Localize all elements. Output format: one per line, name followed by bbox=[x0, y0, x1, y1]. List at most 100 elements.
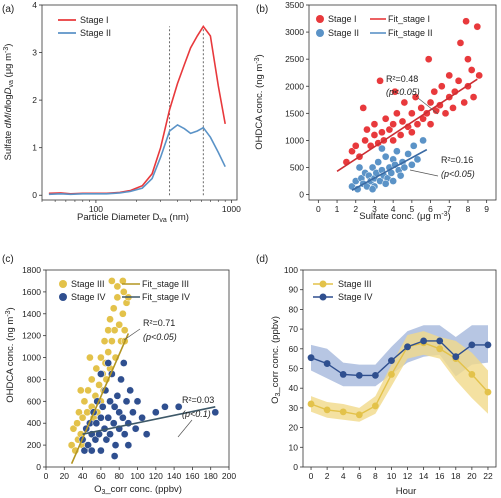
panel-c-point-stage4 bbox=[211, 408, 220, 417]
pc-xtick-label: 100 bbox=[130, 471, 144, 481]
panel-c-point-stage4 bbox=[91, 435, 100, 444]
panel-b-point-stage1 bbox=[400, 98, 409, 107]
panel-b-point-stage1 bbox=[462, 17, 470, 26]
panel-a-plot: 0 1 2 3 4 100 1000 bbox=[32, 0, 241, 214]
pd-xtick-label: 0 bbox=[309, 471, 314, 481]
pb-xtick-label: 7 bbox=[447, 204, 452, 214]
panel-b-legend-stage1-label: Stage I bbox=[328, 14, 357, 24]
panel-c-fit-stage4 bbox=[82, 406, 216, 435]
panel-d-point-stage3 bbox=[323, 406, 331, 414]
panel-d-point-stage3 bbox=[388, 371, 395, 378]
panel-c-ylabel: OHDCA conc. (ng m-3) bbox=[5, 307, 16, 402]
panel-b-xlabel: Sulfate conc. (μg m-3) bbox=[359, 211, 450, 222]
pc-xtick-label: 60 bbox=[96, 471, 106, 481]
panel-b-point-stage2 bbox=[368, 185, 377, 194]
pd-ytick-label: 20 bbox=[289, 423, 299, 433]
panel-b-plot: 0 500 1000 1500 2000 2500 3000 3500 0 1 2 3 4 5 6 7 8 9 bbox=[285, 0, 497, 214]
pb-frame bbox=[308, 4, 497, 201]
panel-c-point-stage3 bbox=[113, 282, 122, 291]
panel-d-point-stage4 bbox=[323, 360, 331, 367]
pa-xtick-label: 1000 bbox=[222, 204, 241, 214]
panel-d-legend-stage4-label: Stage IV bbox=[338, 292, 373, 302]
panel-b-point-stage2 bbox=[378, 144, 386, 153]
panel-b-r2-stage1: R²=0.48 bbox=[386, 74, 418, 84]
panel-c-point-stage4 bbox=[124, 441, 133, 449]
panel-c-point-stage4 bbox=[110, 452, 119, 460]
panel-b-annotations: R²=0.48 (p<0.05) R²=0.16 (p<0.05) bbox=[386, 74, 475, 179]
panel-b-point-stage1 bbox=[381, 114, 390, 123]
pd-xtick-label: 22 bbox=[483, 471, 493, 481]
panel-b-legend-stage1-marker bbox=[316, 15, 324, 23]
pd-xtick-label: 2 bbox=[325, 471, 330, 481]
panel-a-legend-stage1-label: Stage I bbox=[80, 15, 109, 25]
panel-c-point-stage3 bbox=[119, 309, 127, 318]
panel-b-ylabel: OHDCA conc. (ng m-3) bbox=[254, 54, 265, 149]
panel-c-point-stage3 bbox=[108, 277, 116, 285]
panel-b-point-stage1 bbox=[348, 147, 356, 156]
panel-c-point-stage3 bbox=[86, 353, 94, 362]
panel-c-point-stage4 bbox=[102, 435, 111, 444]
panel-b-point-stage1 bbox=[430, 87, 439, 96]
panel-c-point-stage4 bbox=[98, 402, 107, 411]
panel-c-point-stage4 bbox=[174, 402, 183, 411]
pc-xtick-label: 80 bbox=[114, 471, 124, 481]
pd-ytick-label: 30 bbox=[289, 403, 299, 413]
panel-a-label: (a) bbox=[2, 4, 14, 15]
pc-xtick-label: 0 bbox=[44, 471, 49, 481]
panel-c-legend: Stage III Fit_stage III Stage IV Fit_sta… bbox=[59, 279, 190, 302]
pb-ytick-label: 1500 bbox=[285, 108, 304, 118]
pc-ytick-label: 200 bbox=[27, 440, 41, 450]
panel-c-fit-stage3 bbox=[70, 333, 130, 465]
panel-b-legend: Stage I Fit_stage I Stage II Fit_stage I… bbox=[316, 14, 433, 38]
panel-d-point-stage4 bbox=[452, 353, 460, 361]
panel-c-point-stage3 bbox=[76, 386, 85, 395]
panel-d-point-stage3 bbox=[355, 411, 363, 419]
panel-c-point-stage4 bbox=[122, 397, 131, 406]
pc-ytick-label: 1200 bbox=[22, 331, 41, 341]
panel-c-legend-stage3-label: Stage III bbox=[71, 279, 105, 289]
panel-c-point-stage3 bbox=[80, 397, 89, 406]
panel-d-legend-stage4-marker bbox=[319, 293, 327, 301]
panel-c-point-stage4 bbox=[131, 424, 140, 433]
panel-c-legend-fit3-label: Fit_stage III bbox=[142, 279, 189, 289]
panel-c-legend-stage4-marker bbox=[59, 293, 67, 301]
pd-xtick-label: 8 bbox=[373, 471, 378, 481]
panel-b-legend-fit2-label: Fit_stage II bbox=[388, 28, 433, 38]
panel-c-point-stage4 bbox=[115, 408, 124, 417]
pc-ytick-label: 800 bbox=[27, 374, 41, 384]
pc-xtick-label: 40 bbox=[78, 471, 88, 481]
pc-xtick-label: 180 bbox=[204, 471, 218, 481]
panel-b-point-stage1 bbox=[393, 109, 401, 118]
panel-c-point-stage4 bbox=[106, 430, 114, 439]
panel-b-point-stage1 bbox=[408, 128, 416, 137]
panel-b-point-stage1 bbox=[351, 141, 360, 150]
panel-b-point-stage1 bbox=[464, 55, 472, 64]
panel-b-point-stage1 bbox=[454, 76, 463, 85]
panel-a: (a) Particle Diameter Dva (nm) Sulfate d… bbox=[2, 0, 241, 224]
panel-b-point-stage1 bbox=[441, 109, 450, 118]
panel-d-point-stage4 bbox=[388, 357, 395, 365]
panel-d-legend: Stage III Stage IV bbox=[313, 279, 373, 302]
panel-a-legend: Stage I Stage II bbox=[58, 15, 111, 38]
panel-b-point-stage1 bbox=[467, 66, 476, 74]
panel-b-point-stage2 bbox=[404, 150, 412, 158]
pa-xtick-label: 100 bbox=[89, 204, 103, 214]
pc-ytick-label: 1800 bbox=[22, 265, 41, 275]
panel-b-p-stage2: (p<0.05) bbox=[441, 169, 475, 179]
pd-xtick-label: 20 bbox=[467, 471, 477, 481]
panel-b-point-stage1 bbox=[370, 120, 379, 129]
panel-c-xlabel: O3_corr conc. (ppbv) bbox=[94, 484, 182, 496]
pd-ytick-label: 10 bbox=[289, 442, 299, 452]
panel-c-annotation-leader-2 bbox=[177, 419, 193, 438]
pd-ytick-label: 50 bbox=[289, 364, 299, 374]
panel-d-point-stage4 bbox=[355, 371, 363, 379]
panel-b-point-stage1 bbox=[449, 104, 457, 112]
panel-b-point-stage1 bbox=[396, 131, 405, 139]
panel-c-plot: 0 200 400 600 800 1000 1200 1400 1600 1800 0 20 40 60… bbox=[22, 265, 236, 481]
panel-d-label: (d) bbox=[256, 254, 268, 265]
pa-ytick-label: 2 bbox=[32, 95, 37, 105]
pc-xtick-label: 200 bbox=[222, 471, 236, 481]
panel-b-point-stage1 bbox=[475, 71, 484, 80]
pd-ytick-label: 60 bbox=[289, 344, 299, 354]
